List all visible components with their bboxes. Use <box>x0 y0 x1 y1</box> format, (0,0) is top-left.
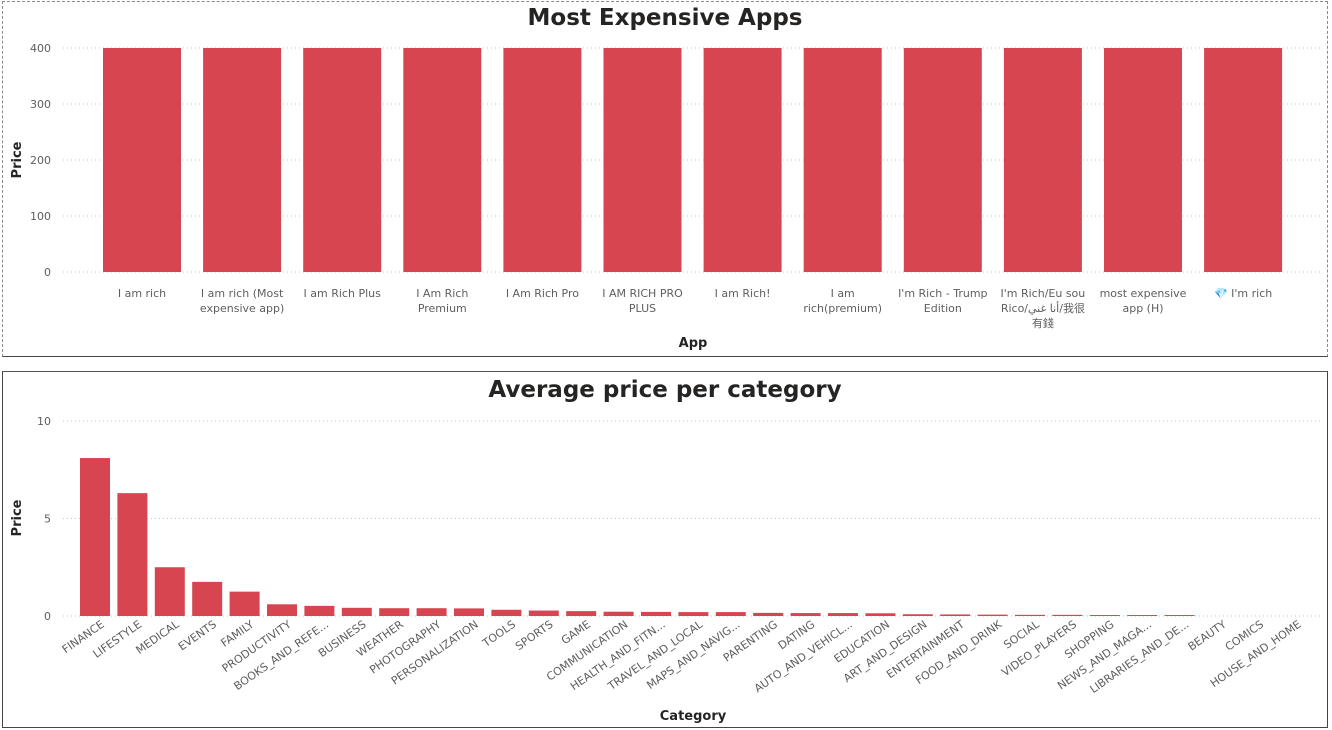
x-tick-label: I'm Rich/Eu sou Rico/أنا غني/我很有錢 <box>1000 287 1086 330</box>
x-tick-label: I'm Rich - Trump Edition <box>898 287 988 315</box>
y-tick-label: 0 <box>44 610 51 623</box>
bar[interactable] <box>103 48 181 272</box>
chart-title: Most Expensive Apps <box>527 5 803 31</box>
bar[interactable] <box>641 611 671 616</box>
x-tick-label: TOOLS <box>479 618 518 651</box>
y-tick-label: 5 <box>44 513 51 526</box>
bar[interactable] <box>154 567 185 616</box>
bar[interactable] <box>566 611 597 616</box>
bar[interactable] <box>503 48 582 272</box>
x-tick-label: MEDICAL <box>134 617 183 657</box>
x-tick-label: I am rich (Most expensive app) <box>199 287 285 315</box>
x-tick-label: EVENTS <box>176 618 219 654</box>
x-tick-label: most expensive app (H) <box>1099 287 1187 315</box>
bar[interactable] <box>303 48 382 272</box>
bar[interactable] <box>528 610 559 616</box>
bar[interactable] <box>865 613 896 616</box>
bar[interactable] <box>379 608 410 616</box>
x-axis-title: Category <box>660 709 727 724</box>
bar[interactable] <box>603 611 634 616</box>
bar[interactable] <box>341 607 372 616</box>
bar[interactable] <box>902 614 933 616</box>
x-tick-label: I Am Rich Pro <box>505 287 579 300</box>
bar[interactable] <box>790 613 821 616</box>
diamond-icon: 💎 <box>1213 287 1228 300</box>
bar[interactable] <box>903 48 982 272</box>
x-tick-label: BEAUTY <box>1186 618 1229 654</box>
bar[interactable] <box>267 604 297 616</box>
y-tick-label: 10 <box>37 415 51 428</box>
bar[interactable] <box>977 614 1008 616</box>
y-tick-label: 300 <box>30 98 51 111</box>
x-tick-label: SPORTS <box>513 618 556 653</box>
x-tick-label: I AM RICH PRO PLUS <box>602 287 683 315</box>
x-tick-label: I am rich <box>117 287 167 300</box>
bar[interactable] <box>1089 615 1120 616</box>
y-tick-label: 400 <box>30 42 51 55</box>
y-tick-label: 0 <box>44 266 51 279</box>
bar[interactable] <box>828 613 858 616</box>
bar[interactable] <box>603 48 682 272</box>
bar[interactable] <box>416 608 447 616</box>
chart-panel-most-expensive-apps: Most Expensive Apps 0 100 200 300 400 Price Ap… <box>2 1 1328 357</box>
chart-average-price-per-category: 0510PriceCategoryFINANCELIFESTYLEMEDICAL… <box>10 415 1323 724</box>
bar[interactable] <box>803 48 882 272</box>
x-tick-label: I am Rich Plus <box>303 287 381 300</box>
bar[interactable] <box>192 581 223 616</box>
bar[interactable] <box>1204 48 1283 272</box>
bar[interactable] <box>678 612 709 616</box>
bar[interactable] <box>940 614 971 616</box>
x-tick-label: I am rich(premium) <box>803 287 883 315</box>
bar[interactable] <box>80 458 110 616</box>
chart-most-expensive-apps: 0 100 200 300 400 Price App <box>10 42 1323 351</box>
bar[interactable] <box>304 605 335 616</box>
bar[interactable] <box>491 609 522 616</box>
x-tick-label: I Am Rich Premium <box>416 287 469 315</box>
y-tick-label: 200 <box>30 154 51 167</box>
y-tick-label: 100 <box>30 210 51 223</box>
x-tick-label: I am Rich! <box>714 287 771 300</box>
bar[interactable] <box>403 48 482 272</box>
bar[interactable] <box>1104 48 1182 272</box>
bar[interactable] <box>203 48 282 272</box>
y-axis-title: Price <box>10 499 25 536</box>
bar[interactable] <box>1003 48 1082 272</box>
y-axis-title: Price <box>10 141 25 178</box>
bar[interactable] <box>117 493 148 616</box>
bar[interactable] <box>703 48 782 272</box>
chart-title: Average price per category <box>488 377 842 403</box>
bar[interactable] <box>1164 615 1195 616</box>
bar[interactable] <box>1127 615 1158 616</box>
x-axis-title: App <box>679 336 708 351</box>
bar[interactable] <box>753 612 784 616</box>
bar[interactable] <box>715 612 746 616</box>
bar[interactable] <box>1052 614 1083 616</box>
bar[interactable] <box>454 608 484 616</box>
bar[interactable] <box>1015 614 1045 616</box>
chart-panel-average-price-per-category: Average price per category 0 5 10 Price Cate… <box>2 371 1328 728</box>
bar[interactable] <box>229 591 260 616</box>
x-tick-label: 💎 I'm rich <box>1213 287 1273 300</box>
